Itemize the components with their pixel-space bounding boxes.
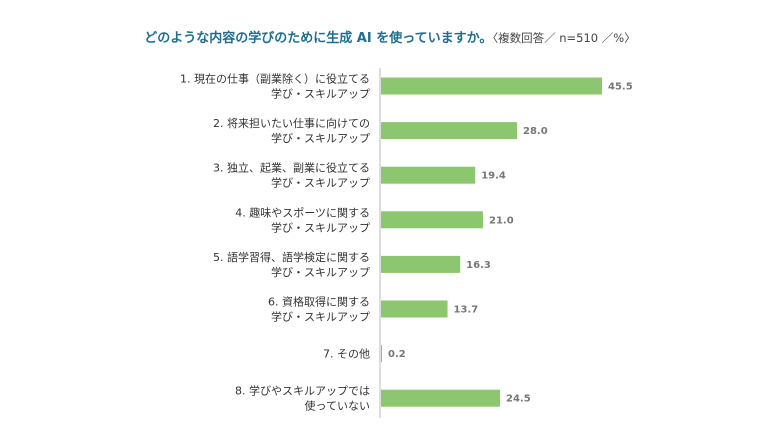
category-label-7-line-1: 7. その他	[323, 348, 370, 361]
value-label-6: 13.7	[454, 305, 479, 316]
category-label-5-line-2: 学び・スキルアップ	[271, 265, 370, 279]
category-label-8-line-2: 使っていない	[305, 400, 370, 413]
bar-2	[381, 122, 517, 140]
bar-5	[381, 255, 461, 273]
chart-title: どのような内容の学びのために生成 AI を使っていますか。	[144, 31, 493, 46]
bar-4	[381, 211, 483, 229]
category-label-2-line-2: 学び・スキルアップ	[271, 131, 370, 145]
category-label-3-line-2: 学び・スキルアップ	[271, 176, 370, 190]
category-label-5: 5. 語学習得、語学検定に関する学び・スキルアップ	[213, 250, 370, 279]
category-label-6-line-2: 学び・スキルアップ	[271, 310, 370, 324]
value-labels-group: 45.5 28.0 19.4 21.0 16.3 13.7 0.2 24.5	[388, 82, 633, 405]
category-label-8-line-1: 8. 学びやスキルアップでは	[235, 384, 370, 398]
category-label-3: 3. 独立、起業、副業に役立てる学び・スキルアップ	[213, 161, 370, 190]
category-label-2: 2. 将来担いたい仕事に向けての学び・スキルアップ	[213, 116, 370, 145]
category-label-3-line-1: 3. 独立、起業、副業に役立てる	[213, 161, 370, 175]
category-label-1-line-2: 学び・スキルアップ	[271, 87, 370, 101]
bar-3	[381, 166, 476, 184]
category-label-4-line-2: 学び・スキルアップ	[271, 220, 370, 234]
chart-subtitle: 〈複数回答／ n=510 ／%〉	[492, 31, 636, 45]
bars-group	[381, 77, 602, 407]
value-label-8: 24.5	[506, 394, 531, 405]
bar-8	[381, 389, 500, 407]
value-label-3: 19.4	[481, 171, 506, 182]
category-label-6: 6. 資格取得に関する学び・スキルアップ	[268, 295, 370, 324]
bar-6	[381, 300, 448, 318]
value-label-1: 45.5	[608, 82, 633, 93]
value-label-7: 0.2	[388, 349, 406, 360]
category-label-4: 4. 趣味やスポーツに関する学び・スキルアップ	[235, 205, 370, 234]
category-label-6-line-1: 6. 資格取得に関する	[268, 295, 370, 309]
category-label-2-line-1: 2. 将来担いたい仕事に向けての	[213, 116, 370, 130]
value-label-4: 21.0	[489, 215, 514, 226]
category-label-1: 1. 現在の仕事（副業除く）に役立てる学び・スキルアップ	[180, 72, 370, 101]
category-label-5-line-1: 5. 語学習得、語学検定に関する	[213, 250, 370, 264]
chart-title-block: どのような内容の学びのために生成 AI を使っていますか。〈複数回答／ n=51…	[0, 27, 780, 46]
value-label-2: 28.0	[523, 126, 548, 137]
bar-1	[381, 77, 602, 95]
category-label-1-line-1: 1. 現在の仕事（副業除く）に役立てる	[180, 72, 370, 86]
category-label-4-line-1: 4. 趣味やスポーツに関する	[235, 205, 370, 219]
bar-7	[381, 345, 382, 363]
value-label-5: 16.3	[466, 260, 491, 271]
category-label-7: 7. その他	[323, 348, 370, 361]
category-label-8: 8. 学びやスキルアップでは使っていない	[235, 384, 370, 413]
